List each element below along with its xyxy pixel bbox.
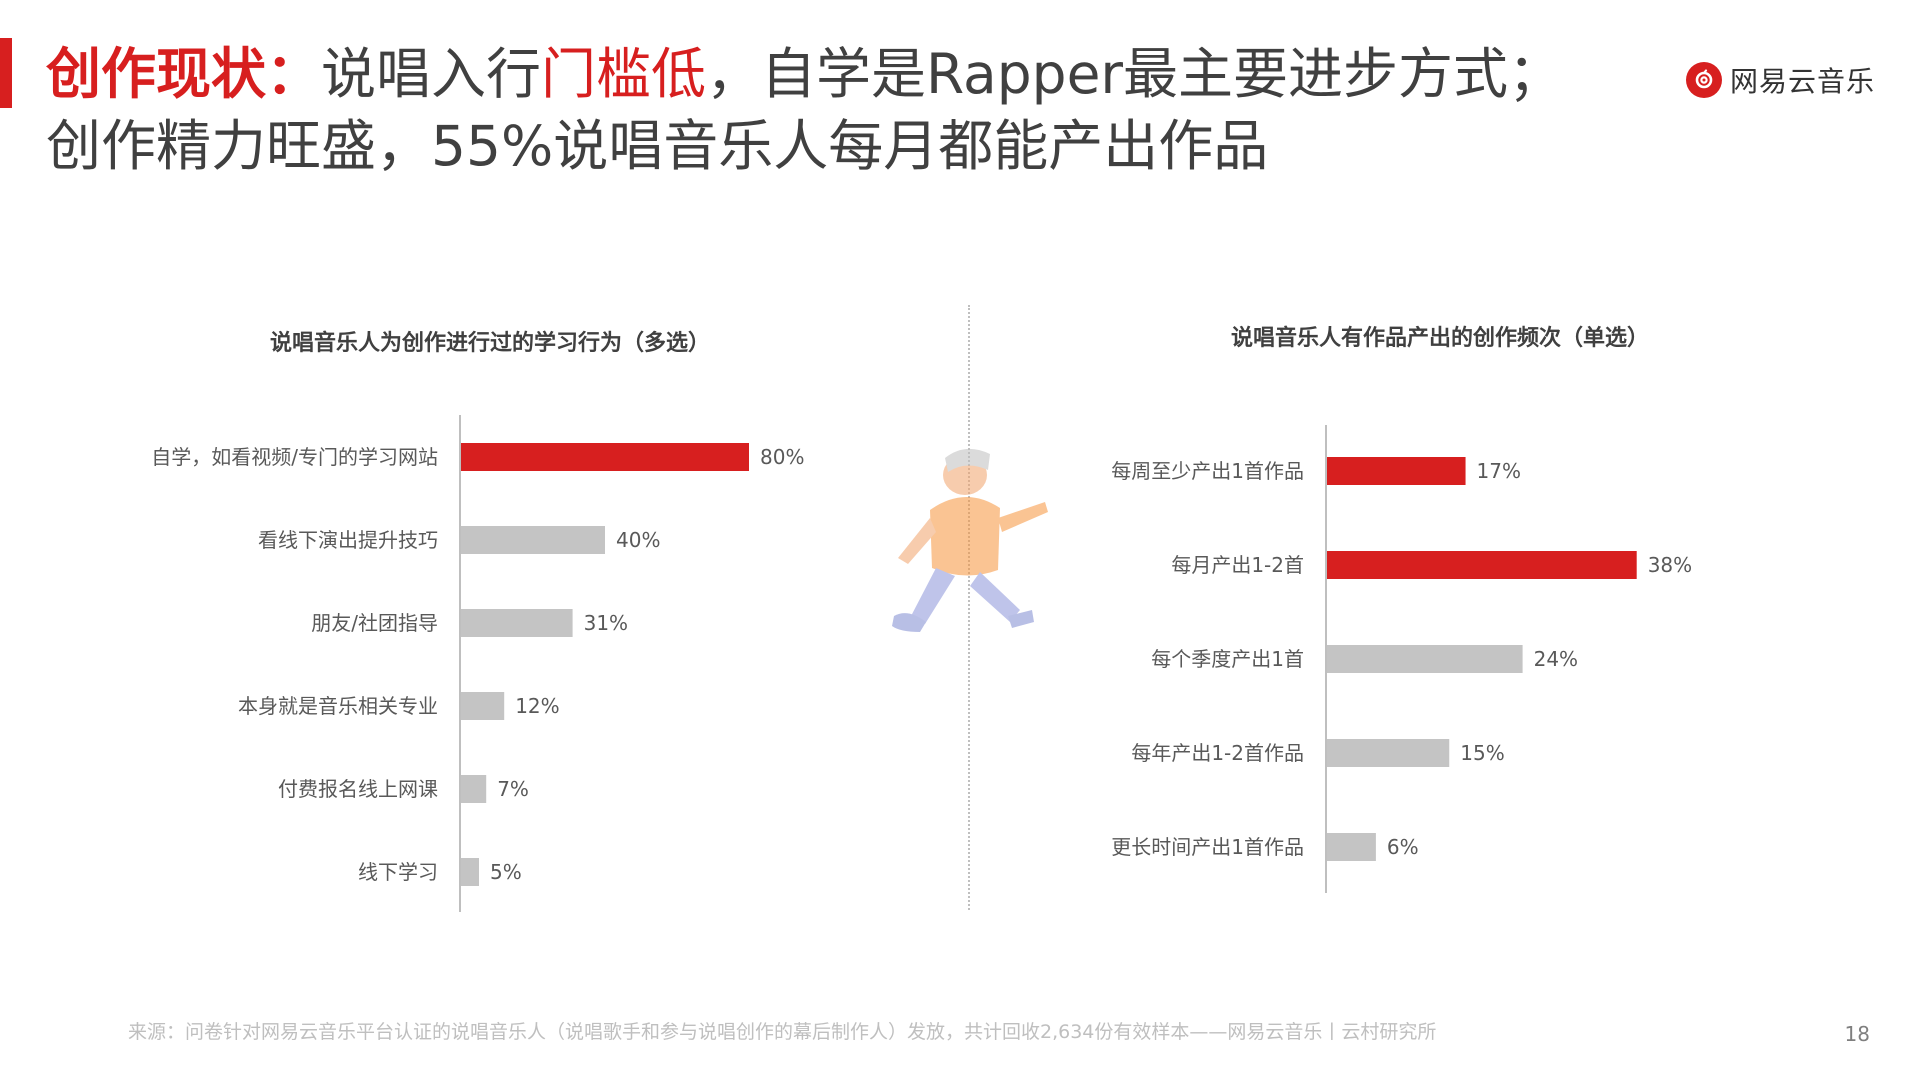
bar-learning bbox=[461, 443, 749, 471]
value-label-learning: 40% bbox=[616, 528, 660, 552]
bar-frequency bbox=[1327, 833, 1376, 861]
running-rapper-illustration bbox=[892, 448, 1048, 632]
page-number: 18 bbox=[1844, 1022, 1870, 1046]
value-label-frequency: 6% bbox=[1387, 835, 1419, 859]
value-label-learning: 5% bbox=[490, 860, 522, 884]
bar-learning bbox=[461, 858, 479, 886]
source-footnote: 来源：问卷针对网易云音乐平台认证的说唱音乐人（说唱歌手和参与说唱创作的幕后制作人… bbox=[128, 1021, 1437, 1043]
value-label-learning: 7% bbox=[497, 777, 529, 801]
category-label-frequency: 每年产出1-2首作品 bbox=[1131, 741, 1304, 765]
page-title-line2: 创作精力旺盛，55%说唱音乐人每月都能产出作品 bbox=[46, 114, 1269, 178]
bar-learning bbox=[461, 609, 573, 637]
bar-learning bbox=[461, 775, 487, 803]
value-label-learning: 31% bbox=[584, 611, 628, 635]
brand-name: 网易云音乐 bbox=[1729, 65, 1875, 98]
page-title-line1: 创作现状：说唱入行门槛低，自学是Rapper最主要进步方式； bbox=[46, 38, 1606, 110]
bar-frequency bbox=[1327, 457, 1466, 485]
bar-learning bbox=[461, 692, 505, 720]
title-text-2: ，自学是Rapper最主要进步方式； bbox=[706, 42, 1564, 106]
title-accent-bar bbox=[0, 38, 12, 108]
chart-title-learning: 说唱音乐人为创作进行过的学习行为（多选） bbox=[269, 331, 710, 356]
title-keyword: 创作现状： bbox=[46, 42, 322, 106]
bar-learning bbox=[461, 526, 605, 554]
value-label-frequency: 17% bbox=[1477, 459, 1521, 483]
chart-title-frequency: 说唱音乐人有作品产出的创作频次（单选） bbox=[1230, 326, 1649, 351]
page-title: 创作现状：说唱入行门槛低，自学是Rapper最主要进步方式； 创作精力旺盛，55… bbox=[46, 38, 1606, 182]
brand: 网易云音乐 bbox=[1685, 58, 1875, 102]
value-label-learning: 80% bbox=[760, 445, 804, 469]
title-highlight: 门槛低 bbox=[541, 42, 707, 106]
category-label-frequency: 每个季度产出1首 bbox=[1151, 647, 1304, 671]
category-label-frequency: 更长时间产出1首作品 bbox=[1111, 835, 1304, 859]
category-label-learning: 线下学习 bbox=[358, 860, 438, 884]
bar-frequency bbox=[1327, 739, 1450, 767]
bar-frequency bbox=[1327, 551, 1637, 579]
value-label-frequency: 15% bbox=[1460, 741, 1504, 765]
chart-divider bbox=[968, 305, 970, 910]
category-label-frequency: 每月产出1-2首 bbox=[1171, 553, 1304, 577]
title-text-1: 说唱入行 bbox=[321, 42, 542, 106]
netease-music-logo-icon bbox=[1685, 62, 1722, 98]
value-label-learning: 12% bbox=[515, 694, 559, 718]
value-label-frequency: 24% bbox=[1534, 647, 1578, 671]
category-label-learning: 自学，如看视频/专门的学习网站 bbox=[151, 445, 438, 469]
value-label-frequency: 38% bbox=[1648, 553, 1692, 577]
category-label-frequency: 每周至少产出1首作品 bbox=[1111, 459, 1304, 483]
bar-frequency bbox=[1327, 645, 1523, 673]
category-label-learning: 朋友/社团指导 bbox=[311, 611, 438, 635]
category-label-learning: 付费报名线上网课 bbox=[278, 777, 438, 801]
category-label-learning: 本身就是音乐相关专业 bbox=[238, 694, 438, 718]
category-label-learning: 看线下演出提升技巧 bbox=[258, 528, 438, 552]
